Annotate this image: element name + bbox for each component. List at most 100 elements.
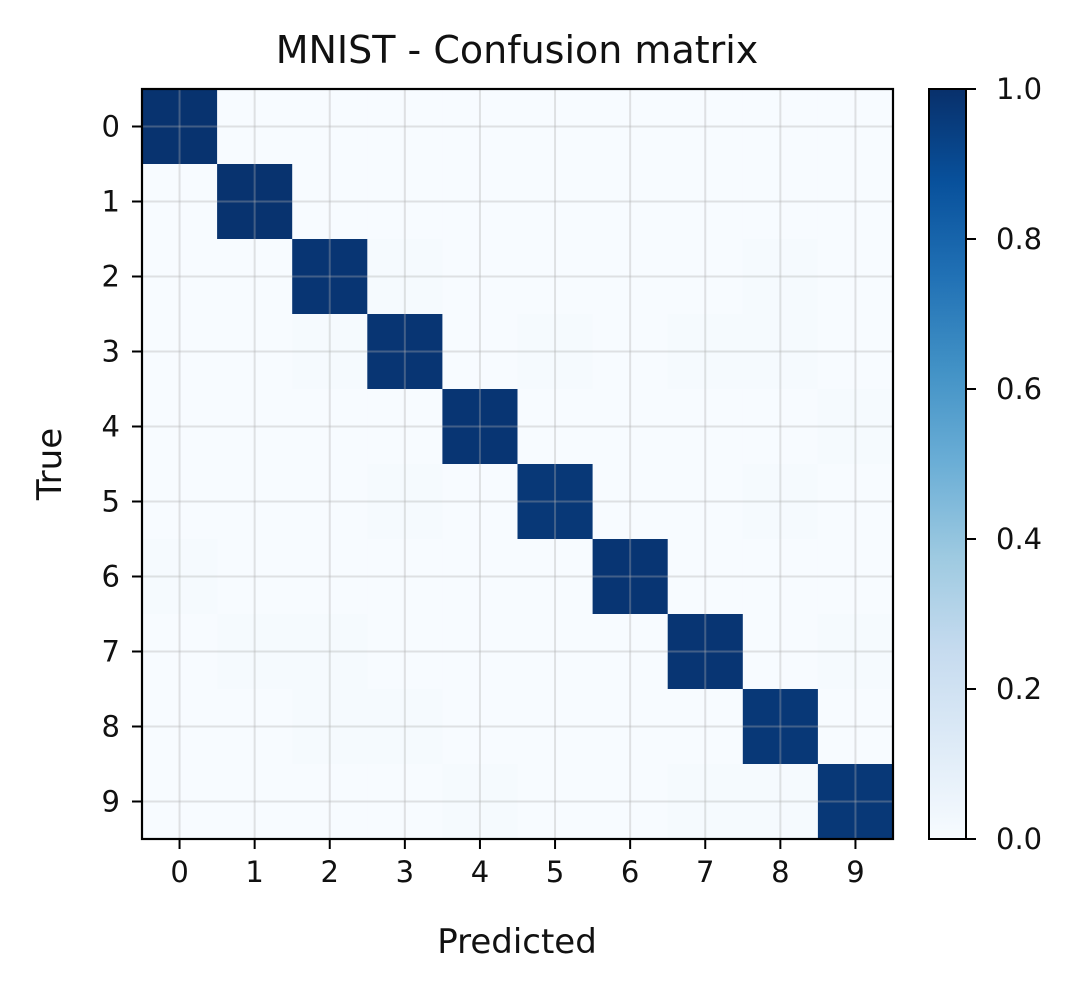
x-tick-label: 8 bbox=[771, 855, 789, 889]
heatmap-cell bbox=[667, 539, 744, 615]
y-tick-label: 5 bbox=[102, 485, 120, 519]
heatmap-cell bbox=[442, 689, 519, 765]
heatmap-cell bbox=[442, 614, 519, 690]
x-tick-label: 2 bbox=[321, 855, 339, 889]
heatmap-cell bbox=[217, 614, 293, 690]
heatmap-cell bbox=[742, 539, 819, 615]
heatmap-cell bbox=[742, 164, 819, 240]
heatmap-cell bbox=[442, 89, 519, 165]
x-axis-ticks: 0 1 2 3 4 5 6 7 8 9 bbox=[170, 839, 865, 889]
heatmap-cell bbox=[442, 764, 519, 840]
colorbar-tick-label: 0.4 bbox=[996, 522, 1042, 556]
heatmap-cell bbox=[217, 464, 293, 540]
heatmap-cell bbox=[367, 239, 443, 315]
heatmap-cell bbox=[667, 239, 744, 315]
heatmap-cell bbox=[517, 464, 594, 540]
heatmap-cell bbox=[442, 239, 519, 315]
heatmap-cell bbox=[217, 689, 293, 765]
heatmap-cell bbox=[367, 689, 443, 765]
heatmap-cell bbox=[142, 239, 218, 315]
heatmap-cell bbox=[742, 614, 819, 690]
colorbar bbox=[928, 88, 967, 840]
x-tick-label: 1 bbox=[245, 855, 263, 889]
heatmap-cell bbox=[217, 539, 293, 615]
heatmap-cell bbox=[592, 314, 669, 390]
y-tick-label: 8 bbox=[102, 710, 120, 744]
heatmap-cell bbox=[517, 89, 594, 165]
heatmap-cell bbox=[367, 764, 443, 840]
colorbar-ticks: 0.0 0.2 0.4 0.6 0.8 1.0 bbox=[966, 72, 1042, 856]
heatmap-cell bbox=[292, 614, 368, 690]
heatmap-cell bbox=[742, 464, 819, 540]
x-tick-label: 7 bbox=[696, 855, 714, 889]
heatmap-cell bbox=[217, 764, 293, 840]
heatmap-cell bbox=[592, 539, 669, 615]
heatmap-cell bbox=[442, 464, 519, 540]
heatmap-cell bbox=[292, 389, 368, 465]
heatmap-cell bbox=[592, 614, 669, 690]
heatmap-cell bbox=[817, 464, 894, 540]
heatmap-cell bbox=[517, 539, 594, 615]
heatmap-cell bbox=[142, 164, 218, 240]
heatmap-cell bbox=[817, 764, 894, 840]
heatmap-cell bbox=[667, 689, 744, 765]
heatmap-cell bbox=[592, 389, 669, 465]
heatmap-cell bbox=[592, 689, 669, 765]
heatmap-cell bbox=[817, 89, 894, 165]
heatmap-cell bbox=[142, 464, 218, 540]
colorbar-tick-label: 0.0 bbox=[996, 822, 1042, 856]
y-tick-label: 4 bbox=[102, 410, 120, 444]
heatmap-cell bbox=[367, 89, 443, 165]
y-tick-label: 6 bbox=[102, 560, 120, 594]
heatmap-cell bbox=[742, 689, 819, 765]
grid-lines bbox=[142, 89, 893, 839]
heatmap-cell bbox=[367, 389, 443, 465]
heatmap-cell bbox=[667, 389, 744, 465]
heatmap-cell bbox=[517, 239, 594, 315]
heatmap-cell bbox=[442, 389, 519, 465]
heatmap-cell bbox=[817, 164, 894, 240]
heatmap-cell bbox=[292, 764, 368, 840]
heatmap-cell bbox=[742, 389, 819, 465]
heatmap-cell bbox=[217, 164, 293, 240]
y-tick-label: 1 bbox=[102, 185, 120, 219]
heatmap-cell bbox=[667, 314, 744, 390]
heatmap-cell bbox=[667, 764, 744, 840]
colorbar-tick-label: 0.8 bbox=[996, 222, 1042, 256]
y-tick-label: 0 bbox=[102, 110, 120, 144]
heatmap-cell bbox=[142, 539, 218, 615]
y-axis-label: True bbox=[30, 428, 70, 501]
heatmap-cell bbox=[292, 89, 368, 165]
heatmap-cell bbox=[442, 314, 519, 390]
heatmap-cell bbox=[442, 539, 519, 615]
heatmap-cell bbox=[217, 389, 293, 465]
x-tick-label: 4 bbox=[471, 855, 489, 889]
heatmap-cell bbox=[292, 314, 368, 390]
heatmap-cell bbox=[217, 239, 293, 315]
heatmap-cell bbox=[367, 539, 443, 615]
heatmap-cell bbox=[592, 164, 669, 240]
chart-title: MNIST - Confusion matrix bbox=[276, 28, 759, 72]
heatmap-cell bbox=[817, 314, 894, 390]
heatmap-cell bbox=[367, 464, 443, 540]
plot-frame bbox=[140, 87, 895, 841]
heatmap-cell bbox=[517, 164, 594, 240]
heatmap-cell bbox=[367, 314, 443, 390]
heatmap-cell bbox=[292, 539, 368, 615]
heatmap-cell bbox=[217, 89, 293, 165]
heatmap-cell bbox=[667, 464, 744, 540]
heatmap-cells bbox=[142, 89, 894, 840]
heatmap-cell bbox=[517, 389, 594, 465]
heatmap-cell bbox=[292, 239, 368, 315]
x-axis-label: Predicted bbox=[437, 922, 597, 962]
heatmap-cell bbox=[592, 89, 669, 165]
heatmap-cell bbox=[817, 539, 894, 615]
heatmap-cell bbox=[292, 164, 368, 240]
y-axis-ticks: 0 1 2 3 4 5 6 7 8 9 bbox=[102, 110, 142, 819]
heatmap-cell bbox=[517, 314, 594, 390]
heatmap-cell bbox=[742, 764, 819, 840]
heatmap-cell bbox=[217, 314, 293, 390]
heatmap-cell bbox=[592, 764, 669, 840]
